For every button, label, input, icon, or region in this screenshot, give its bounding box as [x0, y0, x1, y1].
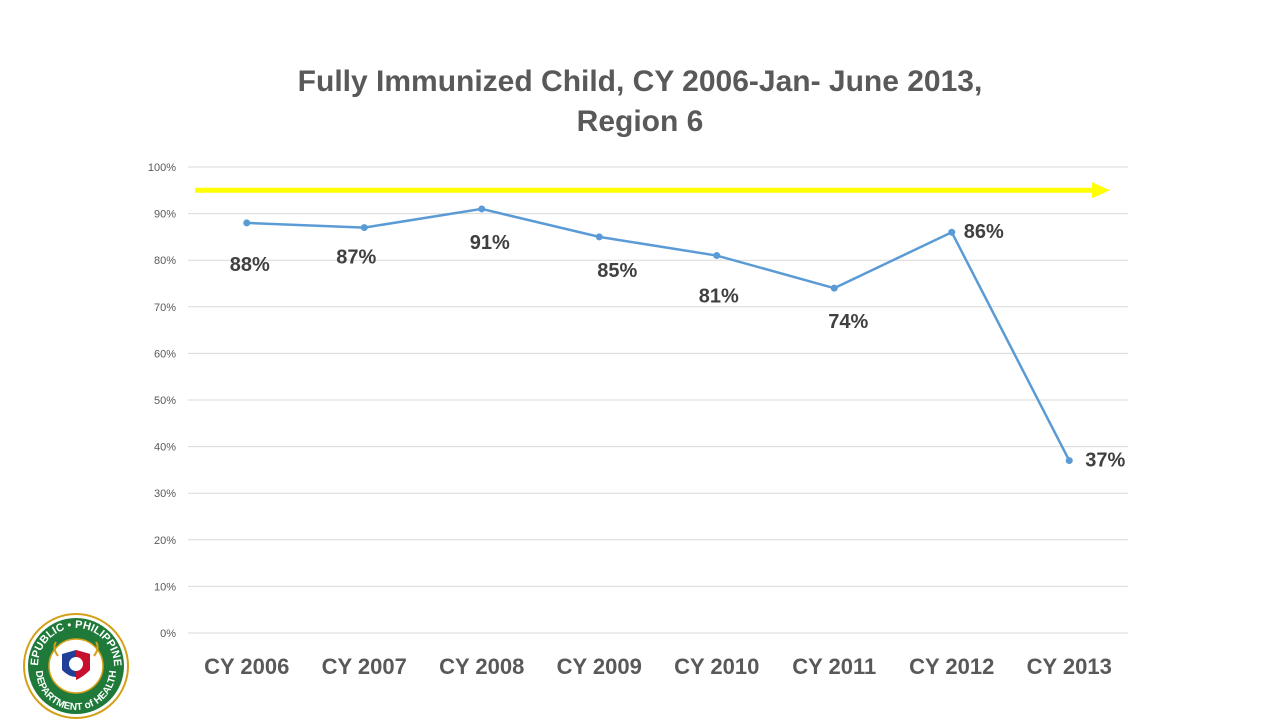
y-tick-label: 20% — [154, 535, 176, 547]
y-tick-label: 100% — [148, 162, 176, 174]
x-tick-label: CY 2012 — [909, 654, 994, 679]
data-point — [948, 228, 956, 236]
y-tick-label: 80% — [154, 255, 176, 267]
y-tick-label: 60% — [154, 348, 176, 360]
x-tick-label: CY 2009 — [557, 654, 642, 679]
data-point — [595, 233, 603, 241]
y-tick-label: 40% — [154, 442, 176, 454]
x-tick-label: CY 2008 — [439, 654, 524, 679]
target-arrow — [195, 182, 1110, 199]
y-tick-label: 10% — [154, 581, 176, 593]
data-label: 74% — [828, 311, 868, 333]
x-axis: CY 2006 CY 2007 CY 2008 CY 2009 CY 2010 CY 20… — [204, 654, 1112, 679]
y-axis: 0% 10% 20% 30% 40% 50% 60% 70% 80% 90% 100% — [148, 162, 176, 640]
y-tick-label: 70% — [154, 302, 176, 314]
series-line — [243, 205, 1073, 465]
x-tick-label: CY 2010 — [674, 654, 759, 679]
seal-emblem — [69, 657, 83, 671]
data-point — [478, 205, 486, 213]
data-label: 91% — [470, 232, 510, 254]
data-label: 86% — [964, 221, 1004, 243]
data-label: 81% — [699, 286, 739, 308]
department-of-health-seal: REPUBLIC • PHILIPPINES DEPARTMENT of HEA… — [22, 612, 129, 719]
data-labels: 88% 87% 91% 85% 81% 74% 86% 37% — [230, 221, 1126, 471]
data-point — [713, 252, 721, 260]
y-tick-label: 0% — [160, 628, 176, 640]
x-tick-label: CY 2006 — [204, 654, 289, 679]
series-polyline — [246, 207, 1071, 462]
x-tick-label: CY 2013 — [1027, 654, 1112, 679]
gridlines — [188, 166, 1128, 634]
chart-title-line-1: Fully Immunized Child, CY 2006-Jan- June… — [297, 65, 983, 98]
x-tick-label: CY 2007 — [322, 654, 407, 679]
chart-title: Fully Immunized Child, CY 2006-Jan- June… — [0, 62, 1280, 142]
data-label: 37% — [1085, 450, 1125, 472]
y-tick-label: 50% — [154, 395, 176, 407]
seal-wings — [53, 641, 99, 657]
data-label: 87% — [336, 247, 376, 269]
y-tick-label: 30% — [154, 488, 176, 500]
data-point — [1065, 457, 1073, 465]
data-point — [360, 224, 368, 232]
data-label: 85% — [597, 260, 637, 282]
x-tick-label: CY 2011 — [792, 654, 876, 679]
data-point — [830, 284, 838, 292]
data-point — [243, 219, 251, 227]
target-arrow-head — [1092, 182, 1110, 199]
seal-shield-red — [76, 650, 90, 680]
chart-title-line-2: Region 6 — [576, 105, 704, 138]
data-label: 88% — [230, 254, 270, 276]
y-tick-label: 90% — [154, 209, 176, 221]
